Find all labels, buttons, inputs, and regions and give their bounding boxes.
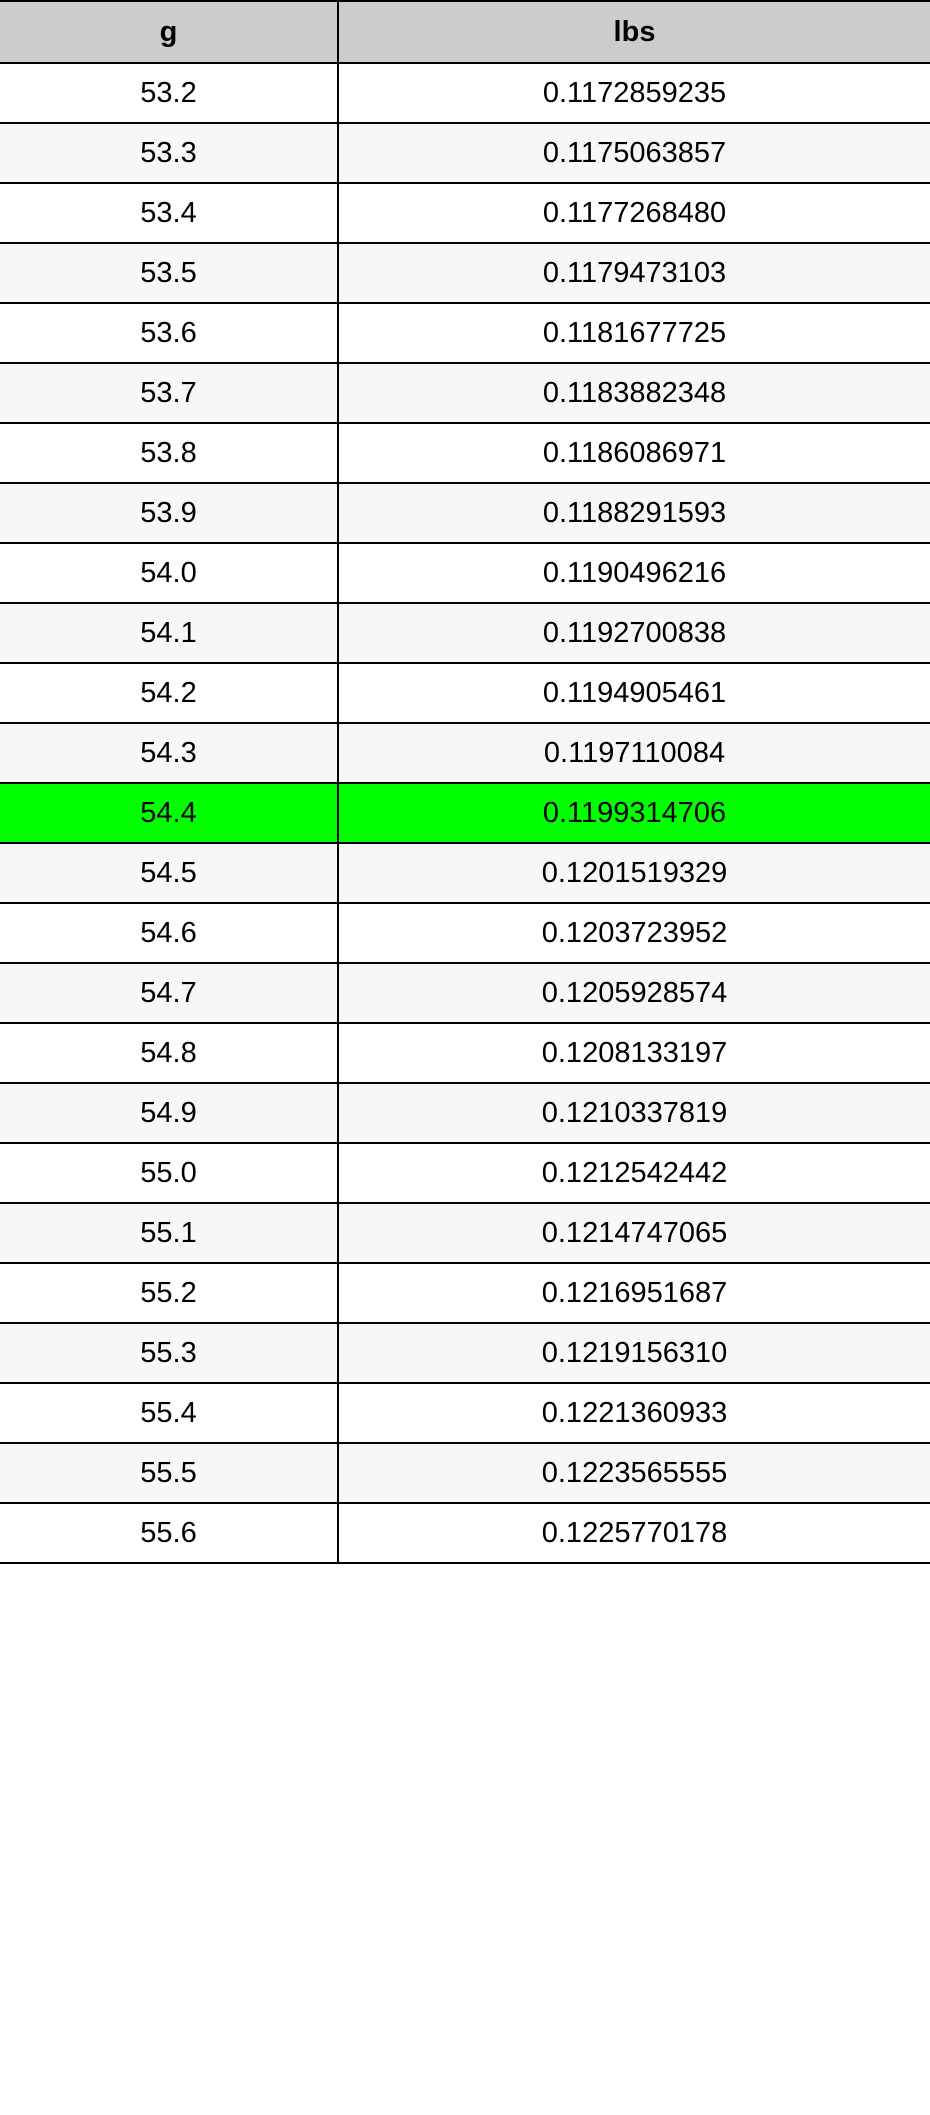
cell-pounds: 0.1183882348	[338, 362, 930, 424]
cell-grams: 55.0	[0, 1142, 339, 1204]
cell-pounds: 0.1186086971	[338, 422, 930, 484]
cell-grams: 55.4	[0, 1382, 339, 1444]
cell-grams: 53.6	[0, 302, 339, 364]
cell-grams: 55.2	[0, 1262, 339, 1324]
table-body: 53.2 0.1172859235 53.3 0.1175063857 53.4 0.11…	[0, 62, 930, 1564]
column-header-grams: g	[0, 0, 339, 64]
cell-grams: 54.1	[0, 602, 339, 664]
cell-pounds: 0.1179473103	[338, 242, 930, 304]
table-row: 53.6 0.1181677725	[0, 302, 930, 364]
table-row: 55.6 0.1225770178	[0, 1502, 930, 1564]
cell-grams: 54.6	[0, 902, 339, 964]
table-row: 54.8 0.1208133197	[0, 1022, 930, 1084]
cell-grams: 54.3	[0, 722, 339, 784]
cell-pounds: 0.1205928574	[338, 962, 930, 1024]
table-row: 53.5 0.1179473103	[0, 242, 930, 304]
cell-pounds: 0.1197110084	[338, 722, 930, 784]
cell-grams: 54.8	[0, 1022, 339, 1084]
cell-grams: 53.2	[0, 62, 339, 124]
table-row: 53.8 0.1186086971	[0, 422, 930, 484]
table-row: 55.3 0.1219156310	[0, 1322, 930, 1384]
cell-pounds: 0.1192700838	[338, 602, 930, 664]
cell-pounds: 0.1216951687	[338, 1262, 930, 1324]
cell-pounds: 0.1190496216	[338, 542, 930, 604]
cell-grams: 54.0	[0, 542, 339, 604]
table-row: 55.1 0.1214747065	[0, 1202, 930, 1264]
cell-grams: 54.9	[0, 1082, 339, 1144]
table-row: 54.5 0.1201519329	[0, 842, 930, 904]
table-row: 53.3 0.1175063857	[0, 122, 930, 184]
cell-pounds: 0.1188291593	[338, 482, 930, 544]
cell-pounds: 0.1221360933	[338, 1382, 930, 1444]
cell-grams: 53.7	[0, 362, 339, 424]
table-row: 55.4 0.1221360933	[0, 1382, 930, 1444]
table-row: 55.0 0.1212542442	[0, 1142, 930, 1204]
cell-grams: 55.5	[0, 1442, 339, 1504]
cell-grams: 53.3	[0, 122, 339, 184]
cell-pounds: 0.1223565555	[338, 1442, 930, 1504]
cell-grams: 54.7	[0, 962, 339, 1024]
table-row: 54.7 0.1205928574	[0, 962, 930, 1024]
cell-grams: 53.4	[0, 182, 339, 244]
table-row-highlighted: 54.4 0.1199314706	[0, 782, 930, 844]
cell-grams: 53.5	[0, 242, 339, 304]
table-row: 54.2 0.1194905461	[0, 662, 930, 724]
table-row: 54.6 0.1203723952	[0, 902, 930, 964]
table-row: 53.2 0.1172859235	[0, 62, 930, 124]
table-header: g lbs	[0, 0, 930, 64]
column-header-pounds: lbs	[338, 0, 930, 64]
table-row: 54.1 0.1192700838	[0, 602, 930, 664]
table-row: 53.7 0.1183882348	[0, 362, 930, 424]
cell-grams: 53.9	[0, 482, 339, 544]
cell-pounds: 0.1177268480	[338, 182, 930, 244]
cell-pounds: 0.1203723952	[338, 902, 930, 964]
cell-pounds: 0.1199314706	[338, 782, 930, 844]
table-row: 54.3 0.1197110084	[0, 722, 930, 784]
cell-pounds: 0.1208133197	[338, 1022, 930, 1084]
cell-grams: 54.5	[0, 842, 339, 904]
table-row: 54.0 0.1190496216	[0, 542, 930, 604]
cell-pounds: 0.1181677725	[338, 302, 930, 364]
cell-pounds: 0.1212542442	[338, 1142, 930, 1204]
cell-pounds: 0.1194905461	[338, 662, 930, 724]
table-row: 55.5 0.1223565555	[0, 1442, 930, 1504]
cell-grams: 53.8	[0, 422, 339, 484]
cell-pounds: 0.1214747065	[338, 1202, 930, 1264]
cell-pounds: 0.1201519329	[338, 842, 930, 904]
grams-to-pounds-conversion-table: g lbs 53.2 0.1172859235 53.3 0.1175063857 53…	[0, 0, 930, 1564]
cell-pounds: 0.1175063857	[338, 122, 930, 184]
cell-grams: 55.6	[0, 1502, 339, 1564]
cell-pounds: 0.1219156310	[338, 1322, 930, 1384]
cell-pounds: 0.1225770178	[338, 1502, 930, 1564]
table-row: 54.9 0.1210337819	[0, 1082, 930, 1144]
header-row: g lbs	[0, 0, 930, 64]
cell-grams: 54.4	[0, 782, 339, 844]
table-row: 55.2 0.1216951687	[0, 1262, 930, 1324]
cell-grams: 55.1	[0, 1202, 339, 1264]
cell-grams: 54.2	[0, 662, 339, 724]
cell-grams: 55.3	[0, 1322, 339, 1384]
cell-pounds: 0.1210337819	[338, 1082, 930, 1144]
table-row: 53.4 0.1177268480	[0, 182, 930, 244]
cell-pounds: 0.1172859235	[338, 62, 930, 124]
table-row: 53.9 0.1188291593	[0, 482, 930, 544]
